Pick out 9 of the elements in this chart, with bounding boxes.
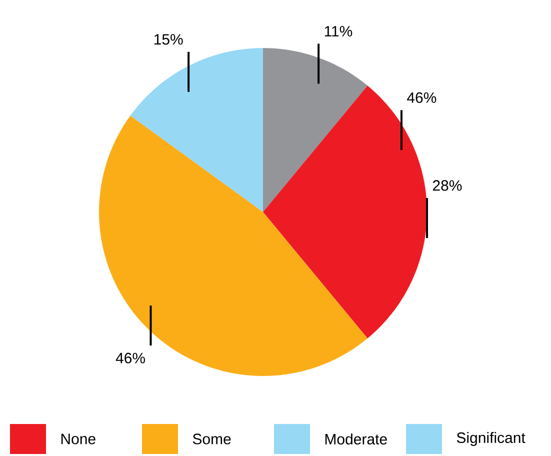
legend-label: Significant — [456, 432, 526, 446]
legend-label: None — [61, 434, 96, 444]
legend-label: Moderate — [325, 433, 387, 445]
data-label: 28% — [432, 180, 462, 191]
data-label: 11% — [324, 26, 352, 37]
data-label: 15% — [154, 34, 183, 45]
data-label: 46% — [116, 352, 145, 364]
text: 46% — [407, 92, 436, 103]
legend-label: Some — [192, 434, 231, 444]
